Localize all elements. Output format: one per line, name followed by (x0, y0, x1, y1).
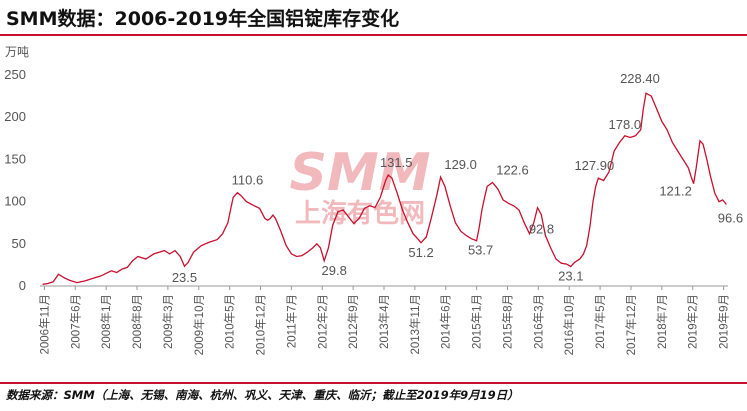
watermark-sub: 上海有色网 (295, 198, 425, 229)
data-label: 23.5 (172, 270, 197, 285)
x-tick-label: 2010年5月 (223, 294, 237, 349)
x-tick-label: 2016年10月 (562, 294, 576, 355)
y-tick-label: 250 (4, 67, 26, 82)
data-label: 129.0 (444, 157, 477, 172)
data-label: 110.6 (232, 173, 264, 188)
x-tick-label: 2015年1月 (470, 294, 484, 349)
data-label: 51.2 (408, 245, 433, 260)
inventory-series-line (42, 92, 727, 285)
x-tick-label: 2008年1月 (99, 294, 113, 349)
title-divider (0, 34, 747, 36)
data-label: 53.7 (468, 243, 493, 258)
data-label: 96.6 (718, 210, 743, 225)
smm-watermark: SMM 上海有色网 (290, 143, 431, 229)
x-tick-label: 2012年2月 (315, 294, 329, 349)
annotations: 23.5 110.6 29.8 131.5 51.2 129.0 53.7 122.6 92.8… (172, 71, 743, 285)
x-tick-label: 2010年12月 (254, 294, 268, 355)
x-tick-label: 2014年6月 (439, 294, 453, 349)
data-label: 127.90 (574, 158, 614, 173)
x-tick-label: 2011年7月 (284, 294, 298, 348)
data-label: 92.8 (529, 222, 554, 237)
x-tick-label: 2012年9月 (346, 294, 360, 349)
y-tick-label: 150 (4, 151, 26, 166)
y-tick-label: 0 (19, 278, 26, 293)
x-tick-label: 2018年7月 (655, 294, 669, 349)
x-tick-label: 2019年9月 (717, 294, 731, 349)
x-tick-label: 2013年11月 (408, 294, 422, 355)
y-axis: 0 50 100 150 200 250 (4, 67, 26, 293)
x-tick-label: 2009年10月 (192, 294, 206, 355)
watermark-logo: SMM (290, 143, 431, 203)
x-tick-label: 2017年12月 (624, 294, 638, 355)
data-label: 228.40 (620, 71, 660, 86)
chart-title: SMM数据：2006-2019年全国铝锭库存变化 (6, 8, 400, 30)
x-tick-label: 2013年4月 (377, 294, 391, 349)
x-tick-label: 2008年8月 (130, 294, 144, 349)
data-label: 29.8 (322, 263, 347, 278)
source-divider (0, 382, 747, 384)
y-tick-label: 100 (4, 194, 26, 209)
x-tick-label: 2009年3月 (161, 294, 175, 349)
data-label: 122.6 (496, 163, 529, 178)
y-tick-label: 200 (4, 109, 26, 124)
x-tick-label: 2019年2月 (686, 294, 700, 349)
x-tick-label: 2016年3月 (531, 294, 545, 349)
x-tick-label: 2007年6月 (68, 294, 82, 349)
x-tick-label: 2015年8月 (500, 294, 514, 349)
data-label: 178.0 (609, 117, 642, 132)
x-tick-label: 2006年11月 (37, 294, 51, 355)
y-tick-label: 50 (12, 236, 26, 251)
x-axis: 2006年11月 2007年6月 2008年1月 2008年8月 2009年3月 2009… (37, 285, 731, 355)
data-source-note: 数据来源：SMM（上海、无锡、南海、杭州、巩义、天津、重庆、临沂；截止至2019… (6, 388, 519, 402)
y-axis-unit: 万吨 (5, 45, 29, 59)
data-label: 131.5 (380, 155, 413, 170)
data-label: 121.2 (659, 184, 692, 199)
x-tick-label: 2017年5月 (593, 294, 607, 349)
data-label: 23.1 (558, 269, 583, 284)
